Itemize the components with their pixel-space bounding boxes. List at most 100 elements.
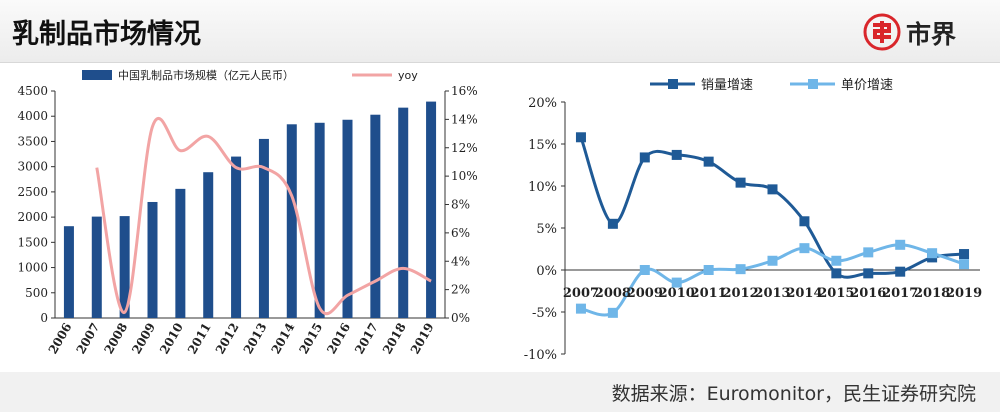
legend-label-volume: 销量增速 (701, 78, 753, 93)
y2-tick-label: 6% (451, 226, 470, 240)
price-growth-point (575, 303, 586, 314)
y-tick-label: 20% (528, 96, 557, 111)
y2-tick-label: 8% (451, 198, 470, 212)
x-tick-label: 2016 (324, 321, 353, 357)
x-tick-label: 2019 (946, 286, 982, 301)
growth-line-series (575, 132, 970, 318)
bar (91, 216, 102, 318)
bar (147, 201, 158, 318)
price-growth-point (639, 265, 650, 275)
x-tick-label: 2011 (185, 321, 214, 357)
bar (398, 107, 409, 318)
bar (119, 216, 130, 318)
right-axes (561, 101, 980, 355)
brand-name: 市界 (906, 20, 957, 49)
price-growth-point (767, 255, 778, 266)
x-tick-label: 2017 (882, 286, 918, 301)
y-tick-label: 0% (536, 264, 557, 279)
source-note: 数据来源：Euromonitor，民生证券研究院 (611, 383, 976, 405)
y-tick-label: 15% (528, 138, 557, 153)
x-tick-label: 2015 (818, 286, 854, 301)
x-tick-label: 2016 (850, 286, 886, 301)
yoy-line (95, 116, 432, 316)
price-growth-line (580, 243, 965, 317)
x-tick-label: 2010 (659, 286, 695, 301)
y-tick-label: 5% (536, 222, 557, 237)
volume-growth-point (767, 184, 778, 195)
left-tick-labels: 0 500 1000 1500 2000 2500 3000 3500 4000 4500 0% 2%… (17, 84, 477, 356)
x-tick-label: 2014 (786, 286, 822, 301)
bar (63, 226, 74, 318)
bar (314, 122, 325, 318)
right-legend: 销量增速 单价增速 (650, 78, 893, 93)
volume-growth-point (863, 268, 874, 279)
bar (286, 124, 297, 318)
x-tick-label: 2018 (914, 286, 950, 301)
bar (175, 188, 186, 318)
x-tick-label: 2017 (352, 321, 381, 357)
bar (342, 119, 353, 319)
y-tick-label: 1000 (17, 261, 48, 275)
price-growth-point (607, 307, 618, 318)
y-tick-label: 500 (25, 286, 48, 300)
volume-growth-point (607, 218, 618, 229)
header-bar: 乳制品市场情况 市界 (0, 0, 1000, 63)
y-tick-label: 2000 (17, 210, 48, 224)
y-tick-label: 0 (40, 311, 48, 325)
x-tick-label: 2019 (408, 321, 437, 357)
x-tick-label: 2012 (213, 321, 242, 357)
volume-growth-point (959, 249, 970, 260)
x-tick-label: 2009 (129, 321, 158, 357)
x-tick-label: 2018 (380, 321, 409, 357)
price-growth-point (831, 255, 842, 266)
x-tick-label: 2010 (157, 321, 186, 357)
y2-tick-label: 0% (451, 311, 470, 325)
price-growth-point (895, 239, 906, 250)
price-growth-point (703, 265, 714, 275)
x-tick-label: 2013 (241, 321, 270, 357)
x-tick-label: 2012 (722, 286, 758, 301)
y2-tick-label: 14% (451, 112, 478, 126)
price-growth-point (671, 277, 682, 288)
y-tick-label: 1500 (17, 235, 48, 249)
y2-tick-label: 2% (451, 283, 470, 297)
left-legend: 中国乳制品市场规模（亿元人民币） yoy (82, 68, 418, 82)
left-axes (51, 90, 449, 319)
y-tick-label: 10% (528, 180, 557, 195)
bar (370, 114, 381, 318)
legend-swatch-market-size (82, 70, 112, 80)
brand-logo: 市界 (862, 12, 982, 52)
volume-growth-point (703, 156, 714, 167)
bar (258, 138, 269, 318)
volume-growth-point (575, 132, 586, 143)
y-tick-label: -10% (524, 348, 557, 363)
y2-tick-label: 16% (451, 84, 478, 98)
price-growth-point (799, 243, 810, 254)
x-tick-label: 2015 (296, 321, 325, 357)
y-tick-label: 2500 (17, 185, 48, 199)
volume-growth-point (735, 177, 746, 188)
market-size-chart: 0 500 1000 1500 2000 2500 3000 3500 4000 4500 0% 2%… (17, 68, 477, 356)
brand-mark-icon (863, 13, 901, 51)
y-tick-label: 3000 (17, 160, 48, 174)
x-tick-label: 2014 (269, 321, 298, 357)
growth-rate-chart: -10% -5% 0% 5% 10% 15% 20% 20072008200920102011… (524, 78, 982, 363)
volume-growth-point (671, 149, 682, 160)
yoy-line-series (95, 116, 432, 316)
bar (203, 172, 214, 318)
footer-bar: 数据来源：Euromonitor，民生证券研究院 (0, 372, 1000, 412)
x-tick-label: 2008 (101, 321, 130, 357)
price-growth-point (959, 259, 970, 270)
market-size-bars (63, 101, 437, 319)
y2-tick-label: 4% (451, 254, 470, 268)
x-tick-label: 2008 (595, 286, 631, 301)
legend-label-price: 单价增速 (841, 78, 893, 93)
x-tick-label: 2007 (563, 286, 599, 301)
x-tick-label: 2009 (627, 286, 663, 301)
y2-tick-label: 10% (451, 169, 478, 183)
volume-growth-point (799, 216, 810, 227)
legend-label-market-size: 中国乳制品市场规模（亿元人民币） (118, 68, 294, 82)
volume-growth-point (639, 152, 650, 163)
y2-tick-label: 12% (451, 141, 478, 155)
x-tick-label: 2007 (74, 321, 103, 357)
